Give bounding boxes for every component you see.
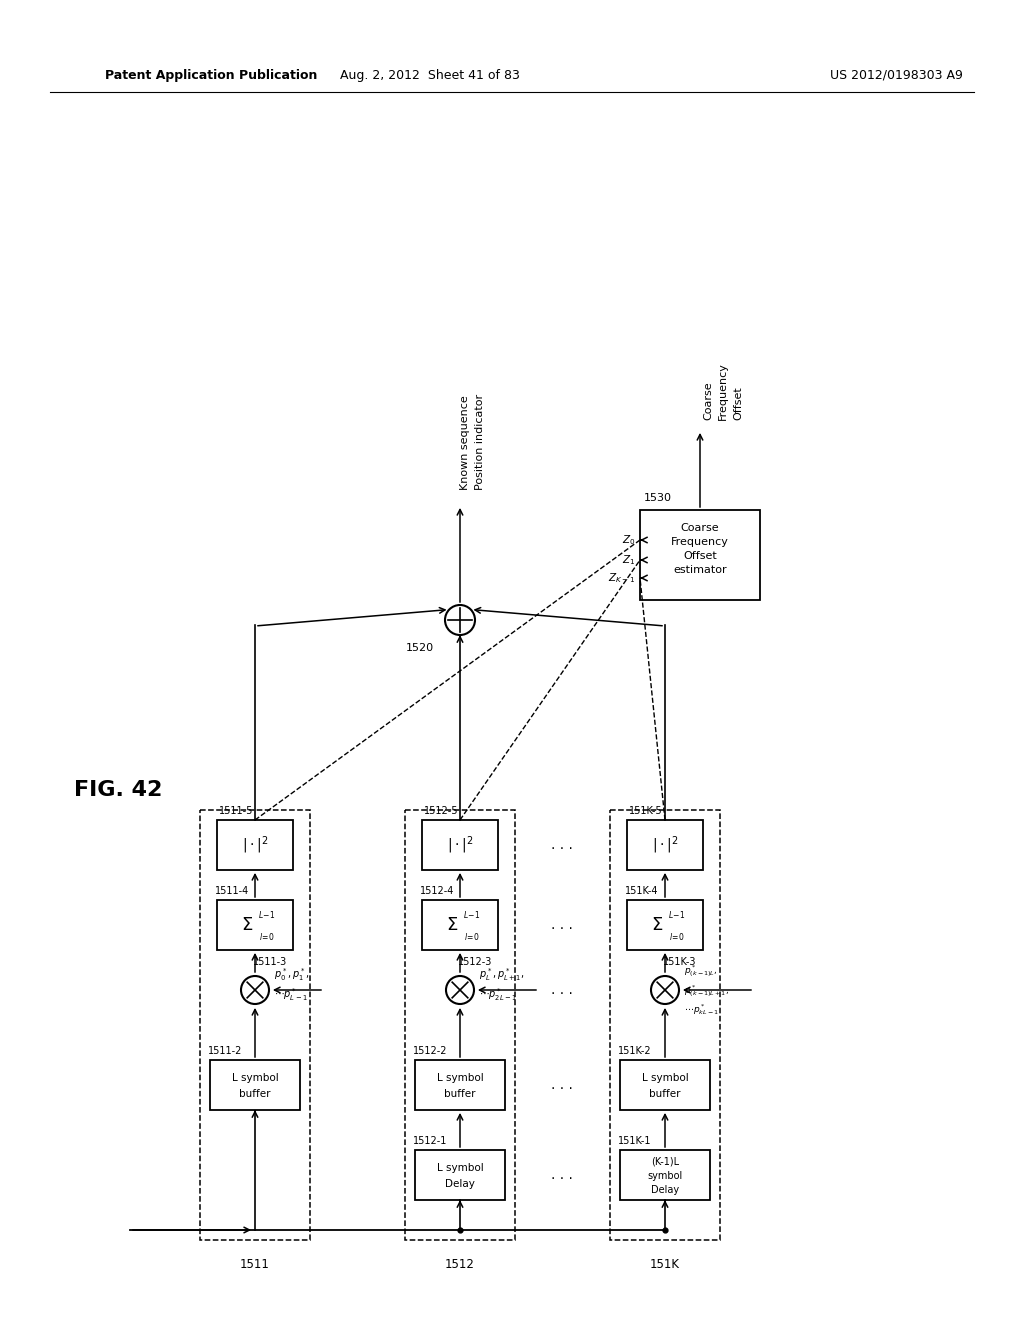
Text: $L\!-\!1$: $L\!-\!1$: [669, 909, 686, 920]
Text: Coarse: Coarse: [703, 381, 713, 420]
Text: 1511-5: 1511-5: [219, 807, 253, 816]
Text: Coarse: Coarse: [681, 523, 719, 533]
Circle shape: [446, 975, 474, 1005]
Circle shape: [445, 605, 475, 635]
Text: 1511-3: 1511-3: [253, 957, 288, 968]
Text: $p_{(k-1)L+1}^*,$: $p_{(k-1)L+1}^*,$: [684, 983, 729, 1001]
FancyBboxPatch shape: [422, 820, 498, 870]
FancyBboxPatch shape: [210, 1060, 300, 1110]
Text: $\cdots p_{kL-1}^*$: $\cdots p_{kL-1}^*$: [684, 1002, 719, 1018]
Text: $|\cdot|^2$: $|\cdot|^2$: [242, 834, 268, 855]
Text: 1530: 1530: [644, 492, 672, 503]
Text: 151K-5: 151K-5: [629, 807, 663, 816]
Text: Offset: Offset: [733, 387, 743, 420]
Text: 1512: 1512: [445, 1258, 475, 1271]
FancyBboxPatch shape: [415, 1060, 505, 1110]
Text: $p_L^*, p_{L+1}^*,$: $p_L^*, p_{L+1}^*,$: [479, 966, 524, 983]
Text: buffer: buffer: [444, 1089, 476, 1100]
Text: 1511-2: 1511-2: [208, 1045, 243, 1056]
Text: $\Sigma$: $\Sigma$: [651, 916, 664, 935]
Text: Position indicator: Position indicator: [475, 393, 485, 490]
Text: $Z_{K-1}$: $Z_{K-1}$: [608, 572, 635, 585]
Text: 151K: 151K: [650, 1258, 680, 1271]
Text: 1511: 1511: [240, 1258, 270, 1271]
Text: $\Sigma$: $\Sigma$: [445, 916, 458, 935]
Text: estimator: estimator: [673, 565, 727, 576]
Text: $l\!=\!0$: $l\!=\!0$: [670, 931, 685, 941]
Text: $p_{(k-1)L}^*,$: $p_{(k-1)L}^*,$: [684, 964, 717, 981]
Text: $p_0^*, p_1^*,$: $p_0^*, p_1^*,$: [274, 966, 309, 983]
Text: buffer: buffer: [649, 1089, 681, 1100]
Text: . . .: . . .: [551, 838, 573, 851]
FancyBboxPatch shape: [217, 900, 293, 950]
Text: Patent Application Publication: Patent Application Publication: [105, 69, 317, 82]
Text: $L\!-\!1$: $L\!-\!1$: [258, 909, 275, 920]
Text: L symbol: L symbol: [231, 1073, 279, 1082]
Text: $Z_1$: $Z_1$: [622, 553, 635, 566]
Text: FIG. 42: FIG. 42: [74, 780, 162, 800]
Circle shape: [651, 975, 679, 1005]
Text: Aug. 2, 2012  Sheet 41 of 83: Aug. 2, 2012 Sheet 41 of 83: [340, 69, 520, 82]
Text: Delay: Delay: [445, 1179, 475, 1189]
Text: 151K-4: 151K-4: [625, 886, 658, 896]
Text: 1512-5: 1512-5: [424, 807, 459, 816]
Text: $Z_0$: $Z_0$: [622, 533, 635, 546]
Text: $\cdots p_{2L-1}^*$: $\cdots p_{2L-1}^*$: [479, 986, 517, 1003]
Text: Frequency: Frequency: [718, 362, 728, 420]
Text: L symbol: L symbol: [436, 1163, 483, 1173]
Text: 1520: 1520: [406, 643, 434, 653]
FancyBboxPatch shape: [627, 900, 703, 950]
FancyBboxPatch shape: [620, 1060, 710, 1110]
Text: $|\cdot|^2$: $|\cdot|^2$: [446, 834, 473, 855]
FancyBboxPatch shape: [640, 510, 760, 601]
Text: Frequency: Frequency: [671, 537, 729, 546]
Text: 151K-3: 151K-3: [663, 957, 696, 968]
FancyBboxPatch shape: [217, 820, 293, 870]
Text: L symbol: L symbol: [642, 1073, 688, 1082]
Text: Known sequence: Known sequence: [460, 395, 470, 490]
Text: 1511-4: 1511-4: [215, 886, 249, 896]
FancyBboxPatch shape: [422, 900, 498, 950]
FancyBboxPatch shape: [620, 1150, 710, 1200]
Text: $l\!=\!0$: $l\!=\!0$: [259, 931, 274, 941]
Text: (K-1)L: (K-1)L: [651, 1158, 679, 1167]
Text: $\Sigma$: $\Sigma$: [241, 916, 253, 935]
Text: 1512-1: 1512-1: [413, 1137, 447, 1146]
Text: $|\cdot|^2$: $|\cdot|^2$: [651, 834, 678, 855]
Text: 1512-2: 1512-2: [413, 1045, 447, 1056]
Text: . . .: . . .: [551, 917, 573, 932]
Text: L symbol: L symbol: [436, 1073, 483, 1082]
Text: 151K-2: 151K-2: [618, 1045, 651, 1056]
Text: . . .: . . .: [551, 983, 573, 997]
Text: buffer: buffer: [240, 1089, 270, 1100]
FancyBboxPatch shape: [627, 820, 703, 870]
FancyBboxPatch shape: [415, 1150, 505, 1200]
Text: $\cdots p_{L-1}^*$: $\cdots p_{L-1}^*$: [274, 986, 308, 1003]
Text: Offset: Offset: [683, 550, 717, 561]
Text: . . .: . . .: [551, 1078, 573, 1092]
Text: US 2012/0198303 A9: US 2012/0198303 A9: [830, 69, 963, 82]
Text: $L\!-\!1$: $L\!-\!1$: [464, 909, 480, 920]
Circle shape: [241, 975, 269, 1005]
Text: 151K-1: 151K-1: [618, 1137, 651, 1146]
Text: 1512-3: 1512-3: [458, 957, 493, 968]
Text: Delay: Delay: [651, 1185, 679, 1195]
Text: . . .: . . .: [551, 1168, 573, 1181]
Text: $l\!=\!0$: $l\!=\!0$: [464, 931, 479, 941]
Text: 1512-4: 1512-4: [420, 886, 455, 896]
Text: symbol: symbol: [647, 1171, 683, 1181]
